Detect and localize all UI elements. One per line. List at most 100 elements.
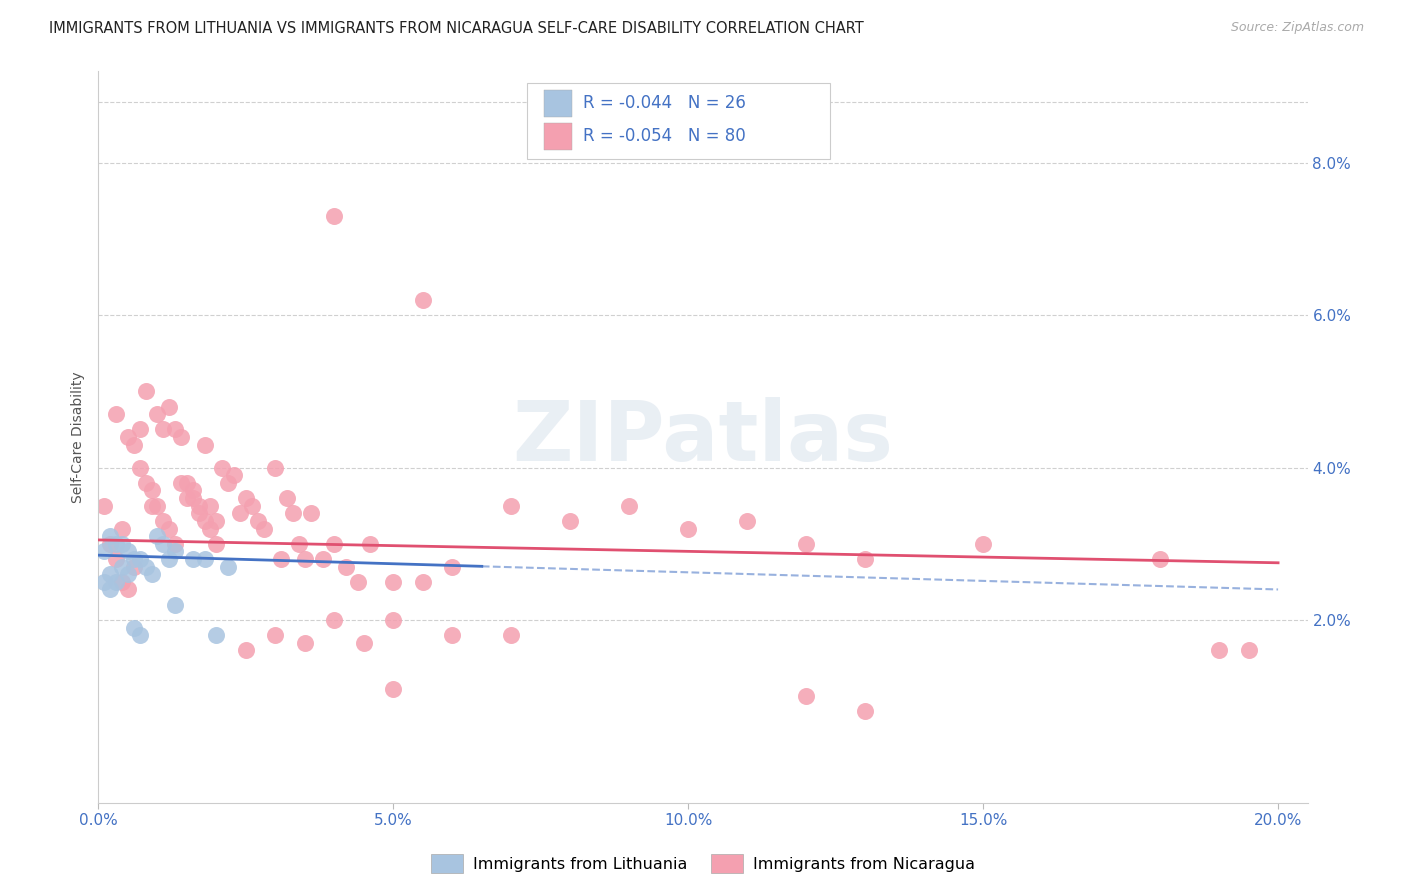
Point — [117, 544, 139, 558]
Point — [1149, 552, 1171, 566]
Point — [105, 407, 128, 421]
Point — [165, 537, 187, 551]
Point — [412, 293, 434, 307]
Point — [122, 559, 145, 574]
Point — [323, 537, 346, 551]
Point — [98, 567, 121, 582]
Point — [229, 506, 252, 520]
Point — [135, 384, 157, 399]
Point — [501, 628, 523, 642]
Point — [217, 475, 239, 490]
Point — [323, 613, 346, 627]
Point — [128, 422, 150, 436]
Point — [347, 574, 370, 589]
Point — [176, 491, 198, 505]
Text: IMMIGRANTS FROM LITHUANIA VS IMMIGRANTS FROM NICARAGUA SELF-CARE DISABILITY CORR: IMMIGRANTS FROM LITHUANIA VS IMMIGRANTS … — [49, 21, 863, 36]
Point — [194, 438, 217, 452]
Point — [135, 559, 157, 574]
Point — [205, 514, 228, 528]
Point — [678, 521, 700, 535]
Point — [235, 491, 257, 505]
Point — [246, 514, 269, 528]
Point — [240, 499, 263, 513]
Point — [111, 537, 134, 551]
Point — [117, 582, 139, 597]
Point — [146, 499, 169, 513]
Point — [1237, 643, 1260, 657]
Point — [141, 483, 163, 498]
Point — [93, 544, 115, 558]
Point — [111, 574, 134, 589]
Point — [165, 598, 187, 612]
Point — [98, 529, 121, 543]
Text: R = -0.044   N = 26: R = -0.044 N = 26 — [583, 95, 747, 112]
Point — [111, 521, 134, 535]
Point — [560, 514, 582, 528]
Point — [122, 621, 145, 635]
Point — [181, 483, 204, 498]
Point — [105, 552, 128, 566]
Point — [93, 574, 115, 589]
Point — [146, 407, 169, 421]
Point — [972, 537, 994, 551]
Point — [217, 559, 239, 574]
Point — [105, 537, 128, 551]
Point — [165, 422, 187, 436]
Point — [299, 506, 322, 520]
Point — [141, 499, 163, 513]
Point — [323, 209, 346, 223]
Point — [794, 537, 817, 551]
Point — [205, 628, 228, 642]
Point — [128, 552, 150, 566]
Point — [165, 544, 187, 558]
Point — [359, 537, 381, 551]
Point — [187, 499, 209, 513]
Point — [157, 552, 180, 566]
Point — [187, 506, 209, 520]
Point — [122, 438, 145, 452]
Point — [200, 499, 222, 513]
Point — [264, 628, 287, 642]
Point — [222, 468, 245, 483]
Point — [311, 552, 333, 566]
Point — [146, 529, 169, 543]
Point — [117, 567, 139, 582]
Point — [270, 552, 292, 566]
Point — [181, 552, 204, 566]
Point — [441, 628, 464, 642]
Point — [252, 521, 274, 535]
Point — [853, 552, 876, 566]
Point — [281, 506, 304, 520]
Y-axis label: Self-Care Disability: Self-Care Disability — [72, 371, 86, 503]
Point — [135, 475, 157, 490]
Point — [294, 552, 316, 566]
Point — [294, 636, 316, 650]
Text: ZIPatlas: ZIPatlas — [513, 397, 893, 477]
Point — [157, 400, 180, 414]
Point — [194, 514, 217, 528]
Point — [117, 430, 139, 444]
Point — [122, 552, 145, 566]
Point — [194, 552, 217, 566]
Point — [111, 559, 134, 574]
Point — [152, 422, 174, 436]
Point — [170, 430, 193, 444]
Point — [152, 514, 174, 528]
Point — [353, 636, 375, 650]
Point — [235, 643, 257, 657]
Point — [176, 475, 198, 490]
Point — [181, 491, 204, 505]
Point — [794, 689, 817, 703]
Point — [98, 537, 121, 551]
Point — [441, 559, 464, 574]
Point — [735, 514, 758, 528]
Point — [335, 559, 357, 574]
Point — [501, 499, 523, 513]
Point — [412, 574, 434, 589]
Point — [157, 521, 180, 535]
Point — [1208, 643, 1230, 657]
Legend: Immigrants from Lithuania, Immigrants from Nicaragua: Immigrants from Lithuania, Immigrants fr… — [425, 847, 981, 879]
Point — [105, 574, 128, 589]
Point — [288, 537, 311, 551]
Point — [276, 491, 298, 505]
